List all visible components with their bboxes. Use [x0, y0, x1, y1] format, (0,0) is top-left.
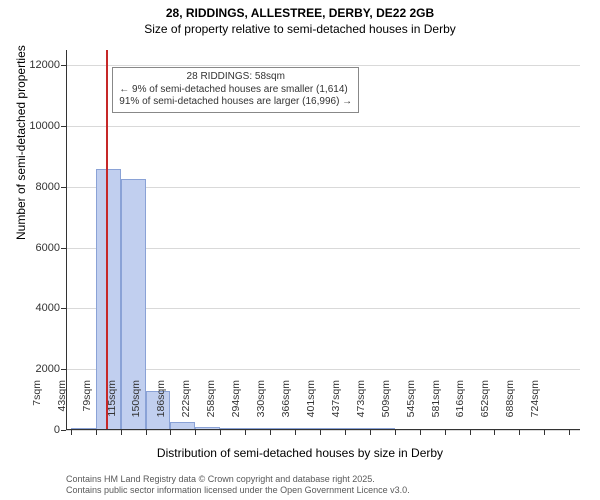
xtick-label: 652sqm: [473, 380, 491, 430]
xtick-label: 79sqm: [75, 380, 93, 430]
chart-subtitle: Size of property relative to semi-detach…: [0, 22, 600, 36]
xtick-label: 7sqm: [25, 380, 43, 430]
grid-line: [66, 430, 580, 431]
annotation-line1: 28 RIDDINGS: 58sqm: [119, 71, 352, 84]
xtick-mark: [220, 430, 221, 435]
xtick-label: 688sqm: [498, 380, 516, 430]
xtick-label: 43sqm: [50, 380, 68, 430]
xtick-mark: [270, 430, 271, 435]
xtick-mark: [494, 430, 495, 435]
xtick-label: 509sqm: [374, 380, 392, 430]
xtick-mark: [395, 430, 396, 435]
xtick-mark: [245, 430, 246, 435]
xtick-mark: [370, 430, 371, 435]
xtick-mark: [544, 430, 545, 435]
xtick-label: 366sqm: [274, 380, 292, 430]
xtick-label: 545sqm: [399, 380, 417, 430]
xtick-mark: [445, 430, 446, 435]
annotation-line3: 91% of semi-detached houses are larger (…: [119, 96, 352, 109]
xtick-label: 150sqm: [124, 380, 142, 430]
xtick-label: 330sqm: [249, 380, 267, 430]
xtick-mark: [195, 430, 196, 435]
ytick-mark: [61, 430, 66, 431]
xtick-label: 115sqm: [100, 380, 118, 430]
ytick-mark: [61, 308, 66, 309]
xtick-mark: [170, 430, 171, 435]
annotation-box: 28 RIDDINGS: 58sqm ← 9% of semi-detached…: [112, 67, 359, 113]
xtick-label: 581sqm: [424, 380, 442, 430]
attribution-line2: Contains public sector information licen…: [66, 485, 410, 496]
xtick-label: 724sqm: [523, 380, 541, 430]
plot-area: 020004000600080001000012000 7sqm43sqm79s…: [66, 50, 580, 430]
ytick-mark: [61, 369, 66, 370]
x-axis-label: Distribution of semi-detached houses by …: [0, 446, 600, 460]
annotation-line2: ← 9% of semi-detached houses are smaller…: [119, 84, 352, 97]
ytick-mark: [61, 126, 66, 127]
xtick-mark: [470, 430, 471, 435]
xtick-mark: [320, 430, 321, 435]
xtick-label: 294sqm: [224, 380, 242, 430]
chart-title: 28, RIDDINGS, ALLESTREE, DERBY, DE22 2GB: [0, 0, 600, 20]
xtick-label: 401sqm: [299, 380, 317, 430]
xtick-mark: [295, 430, 296, 435]
ytick-mark: [61, 248, 66, 249]
xtick-mark: [146, 430, 147, 435]
xtick-label: 437sqm: [324, 380, 342, 430]
ytick-mark: [61, 187, 66, 188]
xtick-mark: [420, 430, 421, 435]
xtick-label: 616sqm: [448, 380, 466, 430]
y-axis-label: Number of semi-detached properties: [14, 45, 28, 240]
xtick-label: 473sqm: [349, 380, 367, 430]
xtick-label: 186sqm: [149, 380, 167, 430]
xtick-mark: [345, 430, 346, 435]
xtick-mark: [121, 430, 122, 435]
attribution-line1: Contains HM Land Registry data © Crown c…: [66, 474, 410, 485]
xtick-mark: [569, 430, 570, 435]
xtick-mark: [71, 430, 72, 435]
ytick-mark: [61, 65, 66, 66]
xtick-mark: [96, 430, 97, 435]
xtick-mark: [519, 430, 520, 435]
xtick-label: 222sqm: [174, 380, 192, 430]
attribution: Contains HM Land Registry data © Crown c…: [66, 474, 410, 497]
xtick-label: 258sqm: [199, 380, 217, 430]
